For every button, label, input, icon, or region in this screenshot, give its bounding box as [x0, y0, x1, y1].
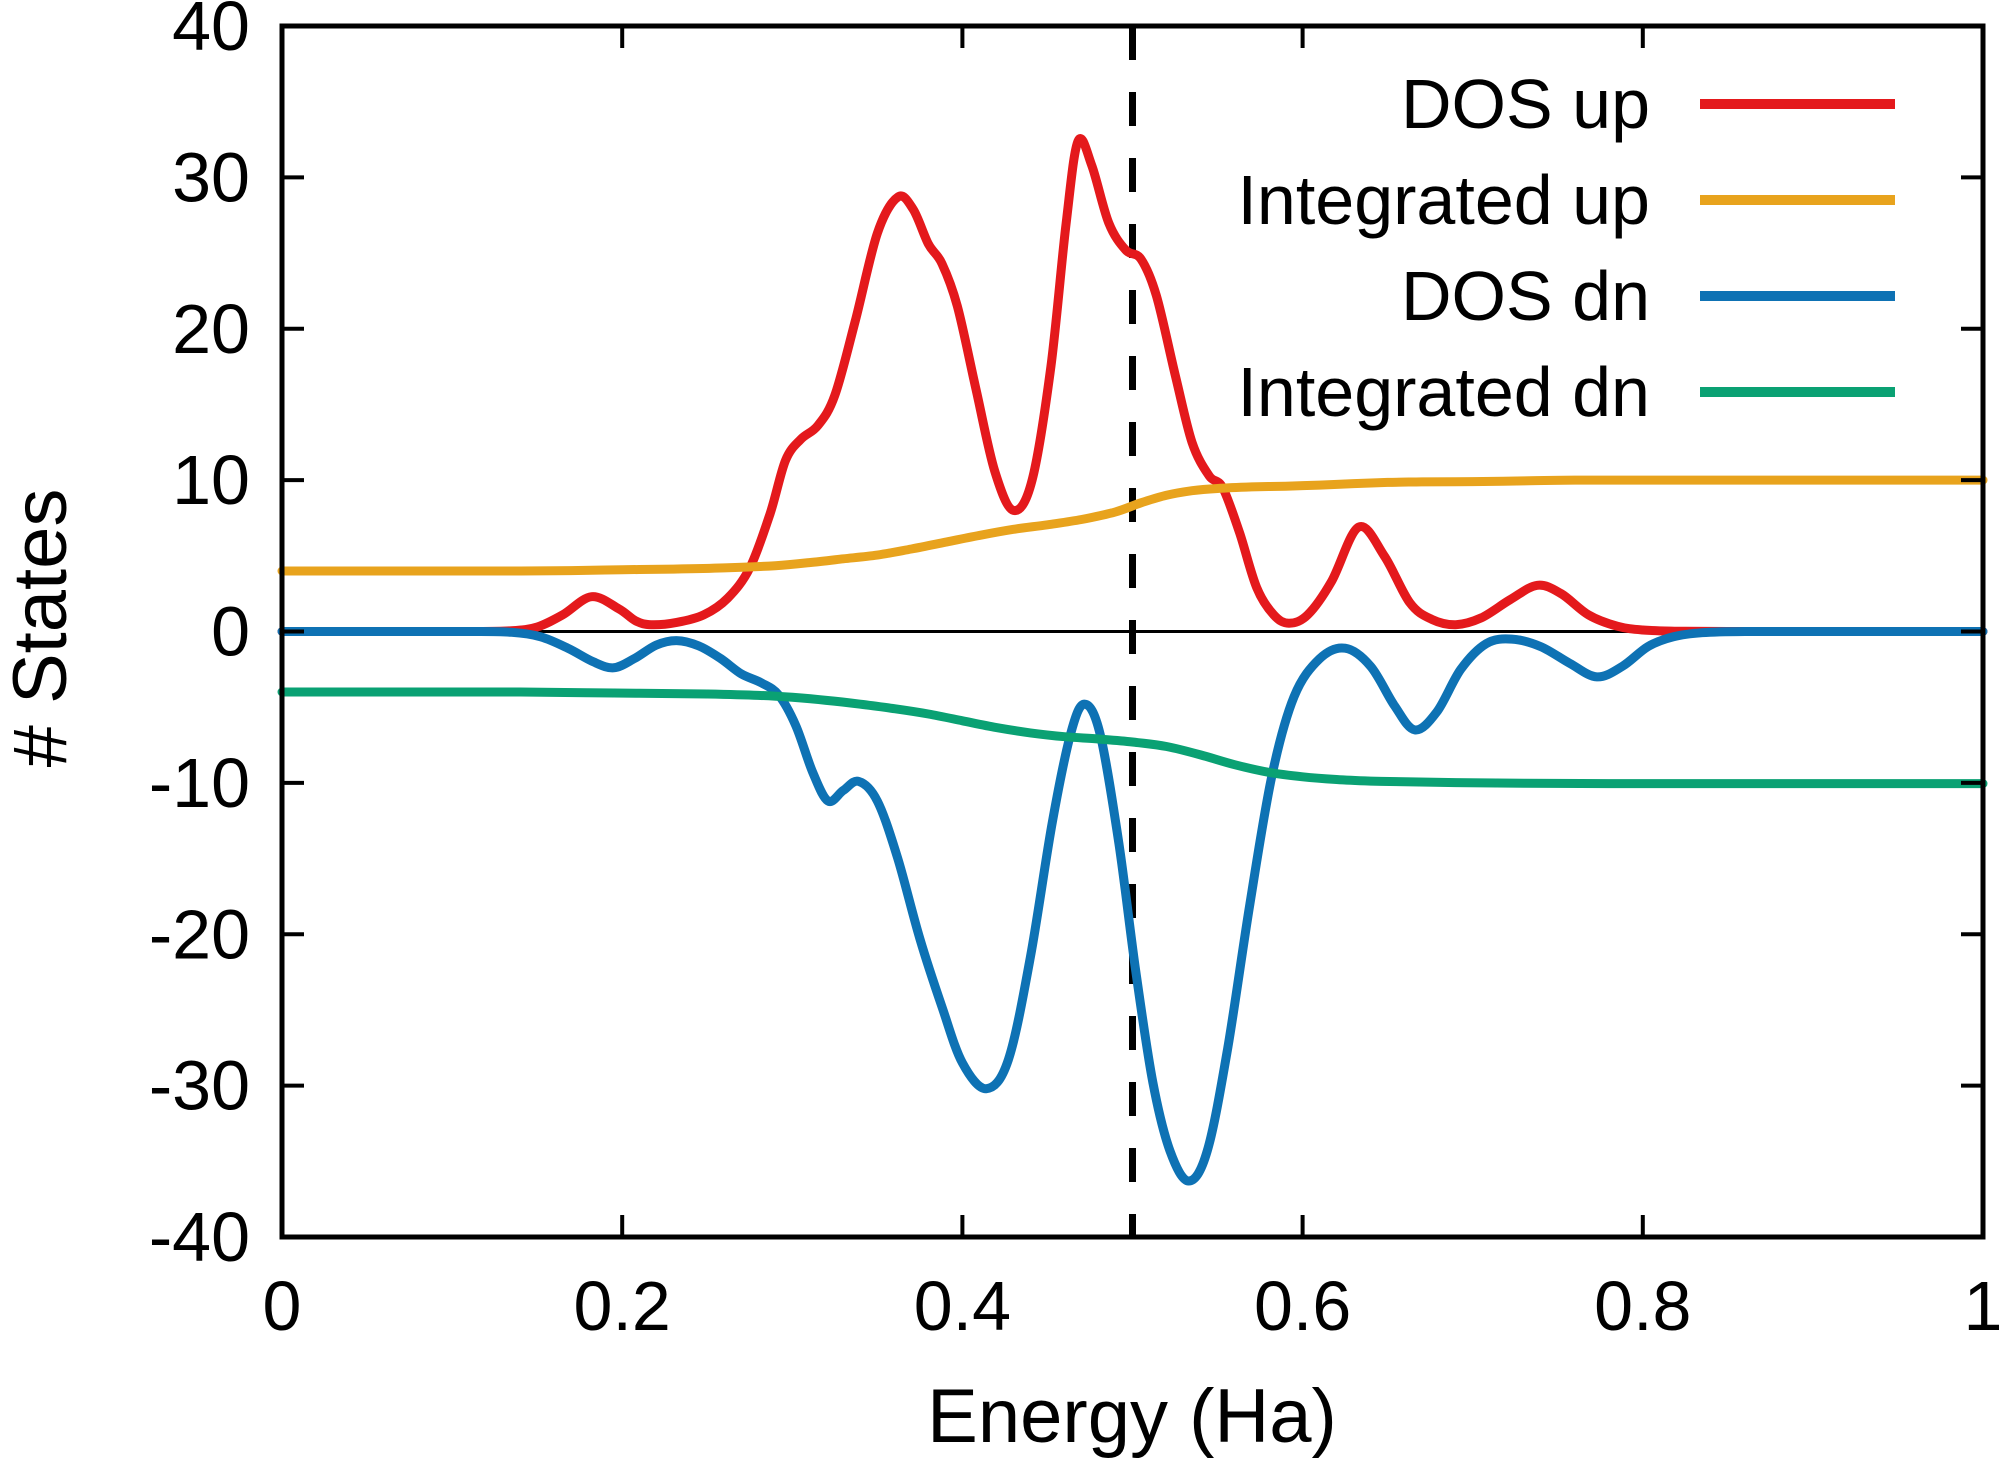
curve-integrated-dn: [277, 687, 1988, 789]
curve-integrated-up: [277, 475, 1988, 576]
legend-label-dos-dn: DOS dn: [1401, 257, 1650, 335]
curves-layer: [277, 134, 1988, 1186]
curve-dos-dn: [277, 626, 1988, 1186]
tick-label-layer: 0 0.2 0.4 0.6 0.8 1 -40 -30 -20 -10 0 10 20 30 40: [149, 0, 2000, 1345]
y-tick-label: -40: [149, 1198, 250, 1276]
x-tick-label: 0.4: [914, 1267, 1011, 1345]
x-tick-label: 0.2: [574, 1267, 671, 1345]
legend-label-integrated-up: Integrated up: [1237, 161, 1650, 239]
y-tick-label: 20: [172, 290, 250, 368]
y-tick-label: -20: [149, 895, 250, 973]
y-tick-label: 30: [172, 138, 250, 216]
x-tick-label: 0.8: [1594, 1267, 1691, 1345]
y-tick-label: -10: [149, 744, 250, 822]
legend-label-dos-up: DOS up: [1401, 65, 1650, 143]
y-tick-label: 40: [172, 0, 250, 65]
y-tick-label: -30: [149, 1047, 250, 1125]
legend-label-integrated-dn: Integrated dn: [1237, 353, 1650, 431]
y-tick-label: 0: [211, 593, 250, 671]
y-axis-title: # States: [0, 489, 83, 768]
x-tick-label: 0.6: [1254, 1267, 1351, 1345]
x-tick-label: 1: [1964, 1267, 2000, 1345]
x-tick-label: 0: [263, 1267, 302, 1345]
curve-dos-up: [277, 134, 1988, 637]
frame-layer: [279, 23, 1986, 1240]
legend-layer: DOS up Integrated up DOS dn Integrated dn: [1237, 65, 1895, 431]
y-tick-label: 10: [172, 441, 250, 519]
x-axis-title: Energy (Ha): [927, 1374, 1337, 1459]
